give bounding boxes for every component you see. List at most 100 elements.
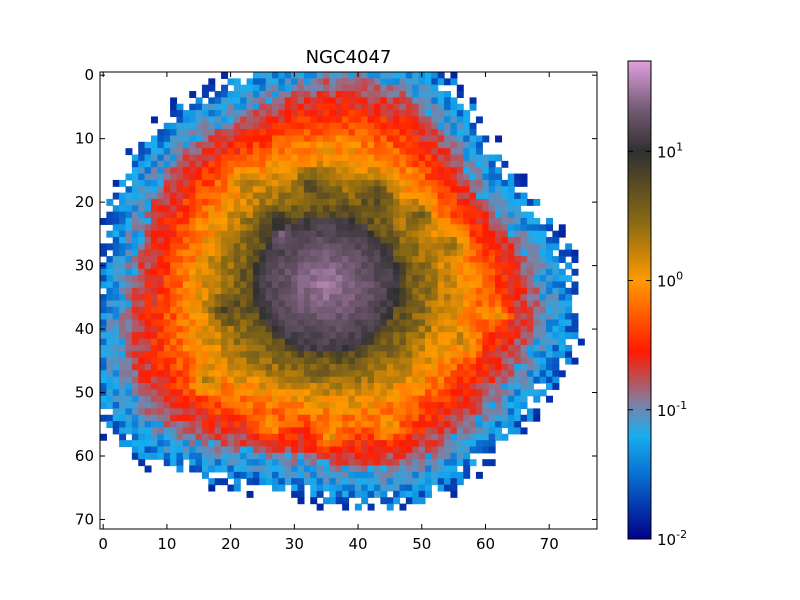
heatmap-cell — [444, 275, 452, 283]
heatmap-cell — [272, 237, 280, 244]
heatmap-cell — [380, 484, 388, 492]
heatmap-cell — [189, 338, 197, 346]
heatmap-cell — [303, 103, 311, 111]
heatmap-cell — [533, 256, 541, 264]
heatmap-cell — [488, 198, 496, 206]
heatmap-cell — [329, 319, 337, 327]
heatmap-cell — [227, 129, 235, 137]
heatmap-cell — [514, 262, 522, 270]
heatmap-cell — [424, 224, 432, 232]
heatmap-cell — [150, 344, 158, 352]
heatmap-cell — [144, 192, 152, 200]
heatmap-cell — [399, 370, 407, 378]
heatmap-cell — [157, 421, 165, 429]
heatmap-cell — [361, 421, 369, 429]
heatmap-cell — [144, 319, 152, 327]
heatmap-cell — [119, 408, 127, 416]
heatmap-cell — [354, 205, 362, 213]
heatmap-cell — [507, 294, 515, 302]
heatmap-cell — [189, 198, 197, 206]
heatmap-cell — [342, 478, 350, 486]
heatmap-cell — [297, 243, 305, 251]
heatmap-cell — [272, 72, 280, 79]
heatmap-cell — [520, 325, 528, 333]
heatmap-cell — [501, 287, 509, 295]
heatmap-cell — [354, 427, 362, 435]
heatmap-cell — [138, 275, 146, 283]
heatmap-cell — [189, 389, 197, 397]
heatmap-cell — [495, 135, 503, 143]
heatmap-cell — [233, 97, 241, 105]
heatmap-cell — [278, 135, 286, 143]
heatmap-cell — [233, 344, 241, 352]
heatmap-cell — [227, 402, 235, 410]
heatmap-cell — [386, 446, 394, 454]
heatmap-cell — [131, 256, 139, 264]
heatmap-cell — [373, 103, 381, 111]
heatmap-cell — [189, 351, 197, 359]
heatmap-cell — [488, 383, 496, 390]
heatmap-cell — [361, 237, 369, 244]
heatmap-cell — [329, 230, 337, 238]
heatmap-cell — [144, 306, 152, 314]
heatmap-cell — [284, 427, 292, 435]
heatmap-cell — [176, 344, 184, 352]
heatmap-cell — [405, 262, 413, 270]
heatmap-cell — [348, 154, 356, 162]
heatmap-cell — [310, 389, 318, 397]
heatmap-cell — [450, 148, 458, 156]
heatmap-cell — [552, 351, 560, 359]
heatmap-cell — [507, 198, 515, 206]
heatmap-cell — [233, 300, 241, 308]
x-tick-label: 60 — [476, 535, 495, 553]
heatmap-cell — [431, 471, 439, 479]
heatmap-cell — [195, 402, 203, 410]
heatmap-cell — [278, 129, 286, 137]
heatmap-cell — [475, 433, 483, 441]
heatmap-cell — [342, 122, 350, 130]
heatmap-cell — [163, 173, 171, 181]
heatmap-cell — [272, 357, 280, 365]
heatmap-cell — [201, 344, 209, 352]
heatmap-cell — [514, 275, 522, 283]
heatmap-cell — [380, 224, 388, 232]
heatmap-cell — [342, 262, 350, 270]
heatmap-cell — [405, 452, 413, 460]
heatmap-cell — [252, 97, 260, 105]
heatmap-cell — [246, 78, 254, 86]
heatmap-cell — [501, 205, 509, 213]
heatmap-cell — [189, 402, 197, 410]
heatmap-cell — [342, 389, 350, 397]
heatmap-cell — [463, 338, 471, 346]
heatmap-cell — [386, 198, 394, 206]
heatmap-cell — [552, 332, 560, 340]
heatmap-cell — [195, 243, 203, 251]
heatmap-cell — [393, 376, 401, 384]
heatmap-cell — [424, 91, 432, 98]
heatmap-cell — [475, 287, 483, 295]
heatmap-cell — [182, 363, 190, 371]
heatmap-cell — [386, 376, 394, 384]
heatmap-cell — [354, 256, 362, 264]
heatmap-cell — [265, 230, 273, 238]
heatmap-cell — [405, 224, 413, 232]
heatmap-cell — [463, 224, 471, 232]
heatmap-cell — [144, 344, 152, 352]
heatmap-cell — [176, 319, 184, 327]
heatmap-cell — [495, 249, 503, 257]
colorbar-tick-label: 100 — [657, 270, 683, 291]
heatmap-cell — [265, 211, 273, 219]
heatmap-cell — [119, 376, 127, 384]
heatmap-cell — [495, 383, 503, 390]
heatmap-cell — [310, 160, 318, 168]
heatmap-cell — [272, 306, 280, 314]
heatmap-cell — [412, 490, 420, 498]
heatmap-cell — [195, 389, 203, 397]
heatmap-cell — [323, 351, 330, 359]
heatmap-cell — [182, 376, 190, 384]
heatmap-cell — [201, 414, 209, 422]
heatmap-cell — [106, 243, 114, 251]
heatmap-cell — [170, 414, 178, 422]
heatmap-cell — [507, 262, 515, 270]
heatmap-cell — [380, 408, 388, 416]
